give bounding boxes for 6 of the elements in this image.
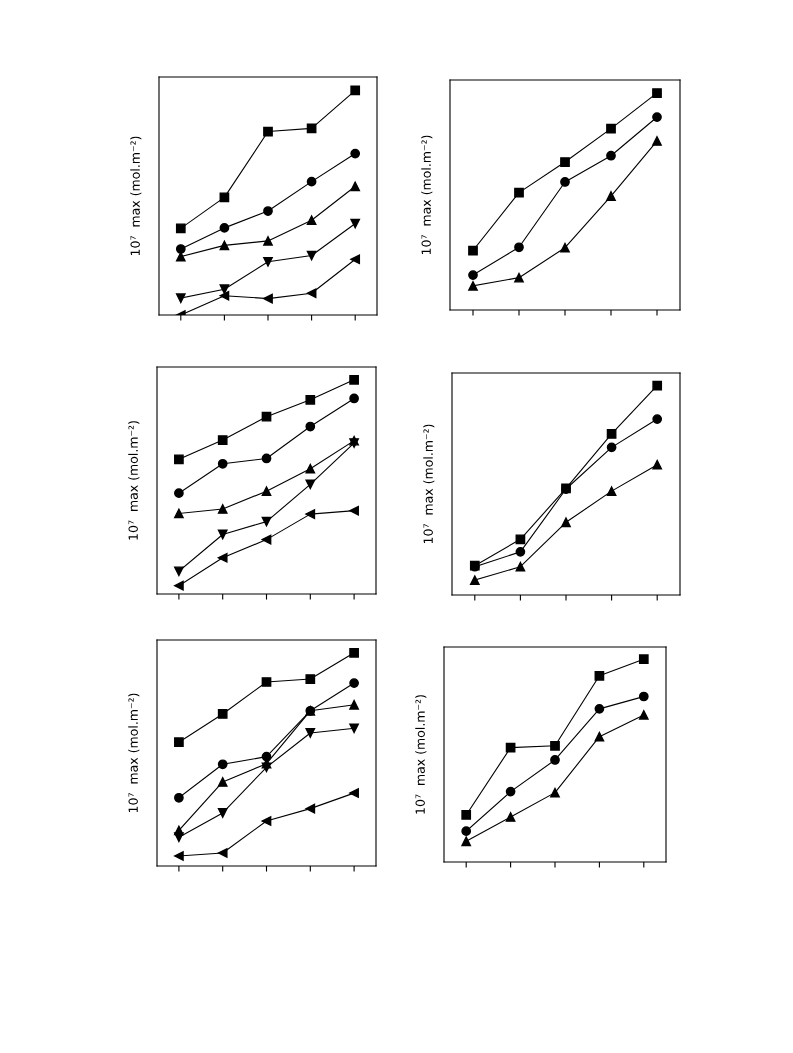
y-axis-title: 10⁷ max (mol.m⁻²) [423,424,435,544]
y-axis-title: 10⁷ max (mol.m⁻²) [415,695,427,814]
y-axis-title: 10⁷ max (mol.m⁻²) [128,693,140,813]
y-axis-title: 10⁷ max (mol.m⁻²) [130,136,142,256]
y-axis-title: 10⁷ max (mol.m⁻²) [128,421,140,540]
y-axis-title: 10⁷ max (mol.m⁻²) [421,135,433,255]
